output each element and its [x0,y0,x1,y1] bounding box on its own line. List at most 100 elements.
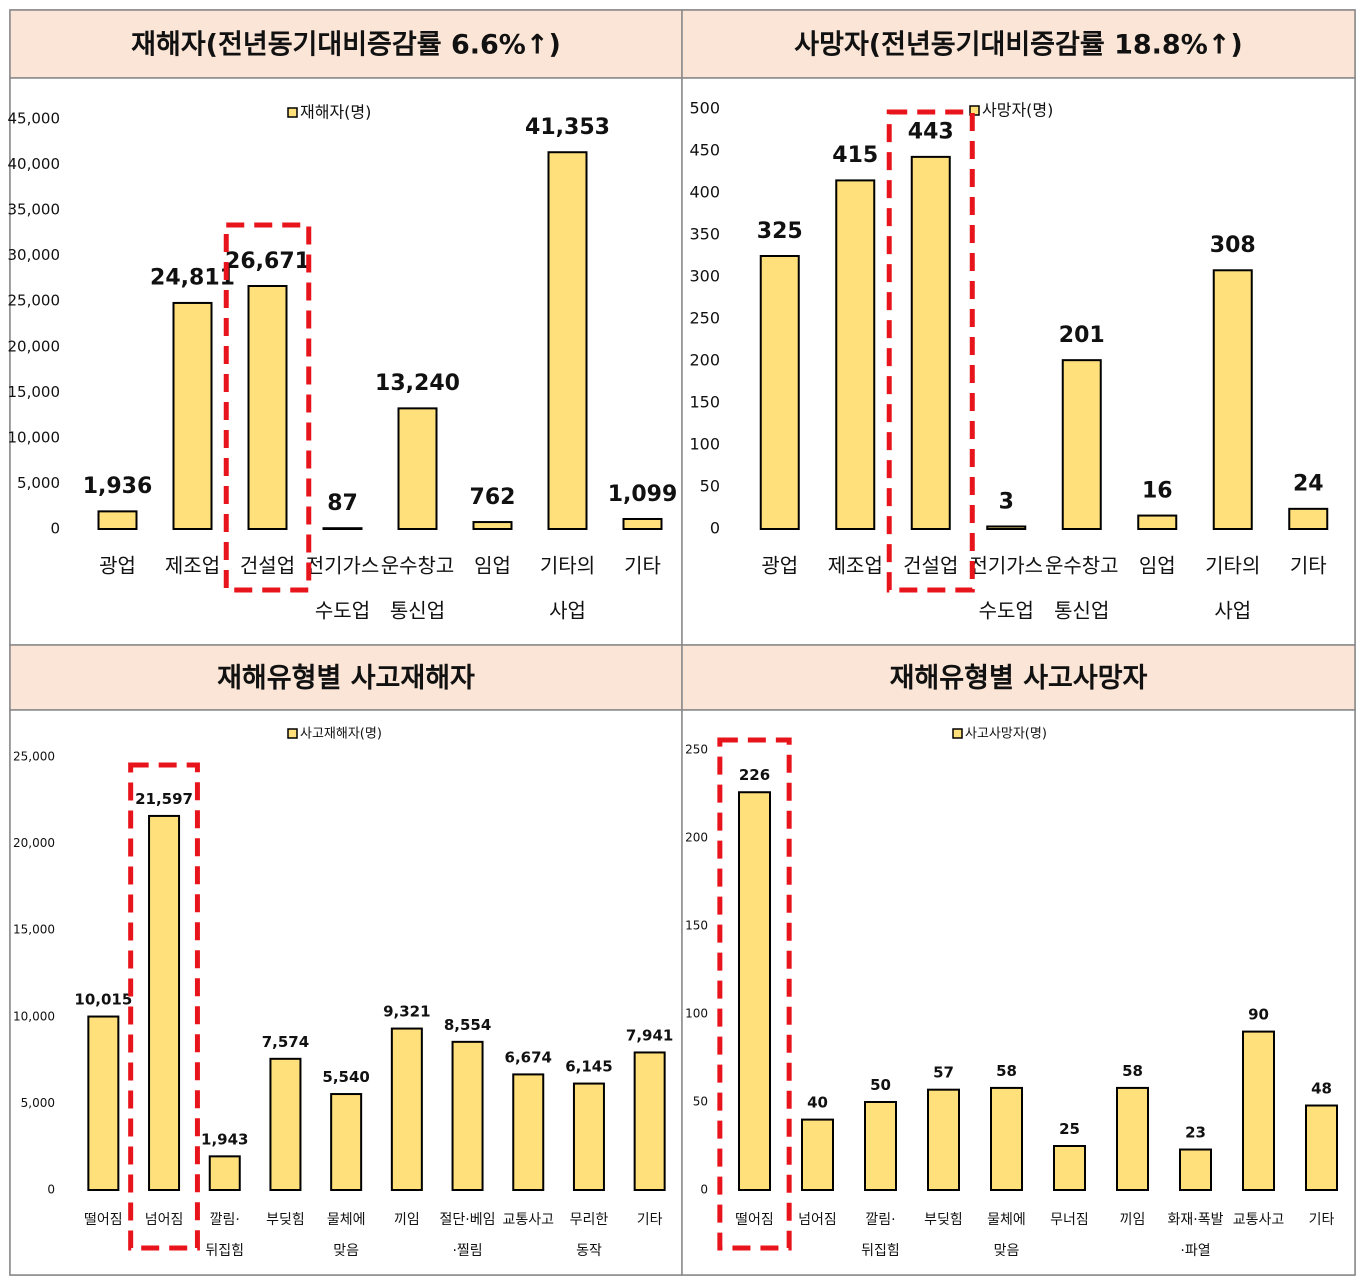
x-tick-label: 운수창고 [381,554,455,578]
legend-swatch [287,728,298,739]
x-tick-label: 떨어짐 [735,1212,774,1228]
value-label: 87 [327,491,358,516]
bar [986,525,1027,530]
bar [759,255,800,530]
legend-swatch [952,728,963,739]
bar [172,301,213,530]
bar [622,517,663,530]
bar [1179,1148,1212,1192]
x-tick-label: 기타 [637,1212,663,1228]
chart-title: 사망자(전년동기대비증감률 18.8%↑) [794,30,1242,61]
y-tick-label: 25,000 [8,292,61,310]
bar [87,1015,120,1192]
legend-swatch [287,107,298,118]
x-tick-label: 부딪힘 [266,1212,305,1228]
value-label: 443 [908,120,954,145]
x-tick-label: 넘어짐 [798,1212,837,1228]
x-tick-label: 뒤집힘 [861,1243,900,1259]
bar [390,1027,423,1192]
value-label: 762 [470,485,516,510]
value-label: 5,540 [322,1068,369,1086]
bar [927,1088,960,1192]
legend-label: 사고재해자(명) [300,727,382,742]
y-tick-label: 20,000 [13,836,55,850]
y-tick-label: 150 [689,393,720,412]
value-label: 7,941 [626,1026,673,1044]
x-tick-label: 임업 [474,554,511,578]
bar [1212,269,1253,530]
y-tick-label: 45,000 [8,110,61,128]
x-tick-label: 교통사고 [1233,1212,1285,1228]
x-tick-label: 끼임 [1120,1212,1146,1228]
y-tick-label: 0 [50,520,60,538]
x-tick-label: 절단·베임 [440,1212,496,1228]
x-tick-label: 부딪힘 [924,1212,963,1228]
bar [572,1082,605,1191]
bar [148,814,181,1191]
value-label: 24,811 [150,266,235,291]
highlight-box [223,222,312,593]
x-tick-label: 수도업 [979,599,1034,623]
x-tick-label: 물체에 [327,1212,366,1228]
value-label: 40 [807,1094,828,1112]
y-tick-label: 0 [47,1183,55,1197]
bar [512,1073,545,1192]
value-label: 57 [933,1064,954,1082]
bar [633,1051,666,1192]
value-label: 48 [1311,1080,1332,1098]
x-tick-label: 기타 [624,554,661,578]
y-tick-label: 350 [689,225,720,244]
y-tick-label: 25,000 [13,750,55,764]
x-tick-label: 끼임 [394,1212,420,1228]
y-tick-label: 20,000 [8,337,61,355]
y-tick-label: 200 [685,831,708,845]
x-tick-label: 맞음 [333,1243,359,1259]
chart-title: 재해유형별 사고재해자 [217,663,475,694]
bar [1242,1030,1275,1191]
y-tick-label: 50 [693,1095,708,1109]
legend-label: 재해자(명) [300,103,371,122]
x-tick-label: 뒤집힘 [205,1243,244,1259]
x-tick-label: 사업 [1214,599,1251,623]
value-label: 6,145 [565,1058,612,1076]
bar [1053,1145,1086,1191]
x-tick-label: 건설업 [240,554,295,578]
y-tick-label: 400 [689,183,720,202]
y-tick-label: 0 [710,519,720,538]
y-tick-label: 5,000 [17,474,60,492]
value-label: 58 [1122,1062,1143,1080]
x-tick-label: 기타의 [540,554,595,578]
bar [247,284,288,530]
x-tick-label: 사업 [549,599,586,623]
bar [451,1040,484,1191]
bar [1288,507,1329,530]
y-tick-label: 15,000 [13,923,55,937]
x-tick-label: 맞음 [994,1243,1020,1259]
bar [990,1086,1023,1192]
x-tick-label: 기타 [1290,554,1327,578]
value-label: 41,353 [525,115,610,140]
y-tick-label: 50 [700,477,720,496]
x-tick-label: 광업 [99,554,136,578]
x-tick-label: 전기가스 [969,554,1043,578]
value-label: 50 [870,1076,891,1094]
bar [738,791,771,1191]
x-tick-label: 기타의 [1205,554,1260,578]
bar [1061,359,1102,530]
x-tick-label: 깔림· [210,1212,240,1228]
legend-label: 사고사망자(명) [965,727,1047,742]
x-tick-label: ·파열 [1180,1243,1210,1259]
y-tick-label: 0 [700,1183,708,1197]
y-tick-label: 10,000 [8,428,61,446]
value-label: 25 [1059,1120,1080,1138]
value-label: 201 [1059,323,1105,348]
x-tick-label: 수도업 [315,599,370,623]
header-cell [9,9,683,79]
y-tick-label: 150 [685,919,708,933]
bar [547,151,588,531]
x-tick-label: 광업 [761,554,798,578]
y-tick-label: 30,000 [8,246,61,264]
x-tick-label: 깔림· [865,1212,895,1228]
bar [801,1118,834,1191]
